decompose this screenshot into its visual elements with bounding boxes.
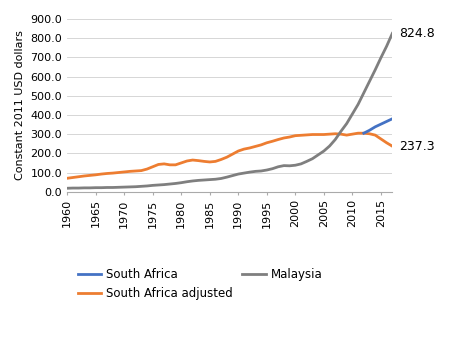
Y-axis label: Constant 2011 USD dollars: Constant 2011 USD dollars bbox=[15, 31, 25, 180]
South Africa adjusted bbox=[338, 132, 344, 136]
South Africa adjusted bbox=[390, 144, 395, 148]
Malaysia bbox=[139, 184, 144, 188]
South Africa bbox=[390, 117, 395, 121]
Malaysia bbox=[281, 163, 287, 168]
South Africa bbox=[384, 119, 389, 123]
Malaysia bbox=[378, 56, 383, 60]
Text: 824.8: 824.8 bbox=[399, 27, 435, 40]
Line: South Africa adjusted: South Africa adjusted bbox=[67, 133, 392, 178]
Malaysia bbox=[64, 186, 70, 190]
Malaysia bbox=[390, 31, 395, 36]
South Africa bbox=[378, 122, 383, 126]
Legend: South Africa, South Africa adjusted, Malaysia: South Africa, South Africa adjusted, Mal… bbox=[73, 263, 327, 304]
South Africa bbox=[367, 128, 372, 132]
Line: South Africa: South Africa bbox=[364, 119, 392, 133]
South Africa adjusted bbox=[304, 133, 310, 137]
South Africa adjusted bbox=[356, 131, 361, 135]
Line: Malaysia: Malaysia bbox=[67, 33, 392, 188]
South Africa adjusted bbox=[139, 168, 144, 173]
South Africa adjusted bbox=[144, 167, 150, 171]
South Africa adjusted bbox=[378, 137, 383, 141]
South Africa adjusted bbox=[64, 176, 70, 181]
South Africa bbox=[361, 131, 366, 135]
South Africa adjusted bbox=[281, 136, 287, 140]
Malaysia bbox=[338, 129, 344, 134]
South Africa bbox=[373, 125, 378, 129]
Malaysia bbox=[304, 159, 310, 164]
Malaysia bbox=[144, 184, 150, 188]
Text: 237.3: 237.3 bbox=[399, 140, 435, 153]
